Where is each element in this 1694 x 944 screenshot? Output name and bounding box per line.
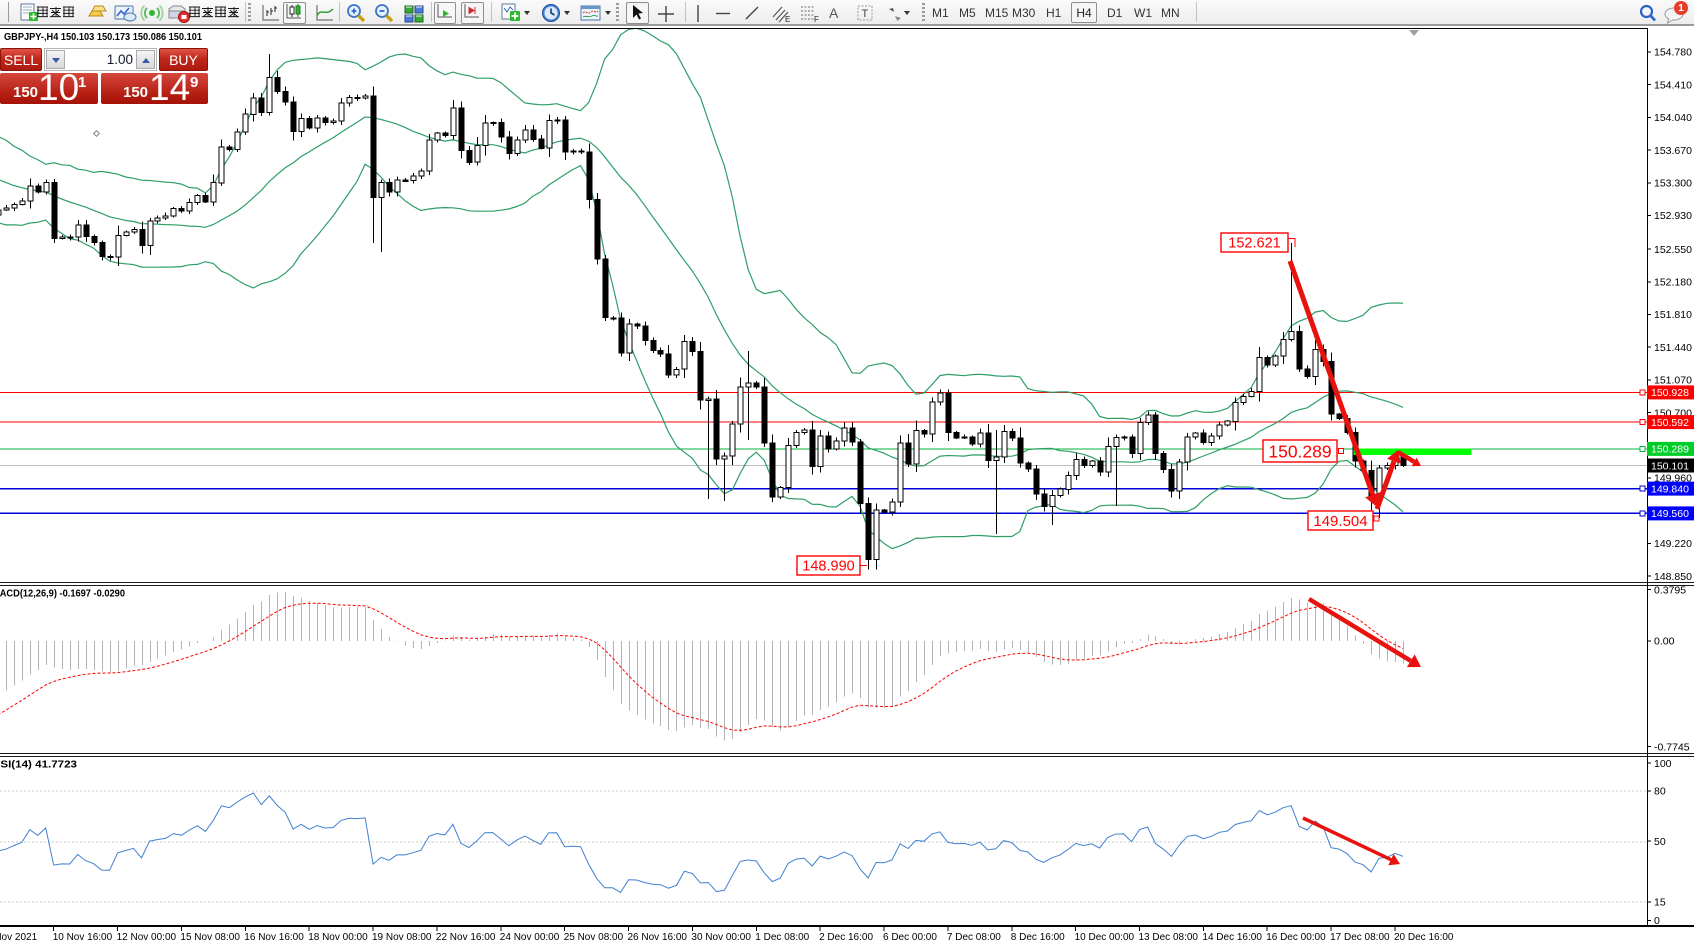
svg-text:148.850: 148.850 (1654, 571, 1692, 583)
svg-text:7 Dec 08:00: 7 Dec 08:00 (947, 932, 1001, 943)
svg-text:154.410: 154.410 (1654, 79, 1692, 91)
svg-text:13 Dec 08:00: 13 Dec 08:00 (1139, 932, 1199, 943)
svg-text:152.550: 152.550 (1654, 244, 1692, 256)
svg-text:16 Nov 16:00: 16 Nov 16:00 (244, 932, 304, 943)
svg-text:150.928: 150.928 (1651, 387, 1689, 399)
svg-text:30 Nov 00:00: 30 Nov 00:00 (691, 932, 751, 943)
svg-text:153.300: 153.300 (1654, 178, 1692, 190)
svg-text:17 Dec 08:00: 17 Dec 08:00 (1330, 932, 1390, 943)
svg-text:19 Nov 08:00: 19 Nov 08:00 (372, 932, 432, 943)
svg-text:80: 80 (1654, 786, 1666, 798)
svg-text:150.101: 150.101 (1651, 460, 1689, 472)
svg-text:0: 0 (1654, 915, 1660, 927)
svg-text:10 Dec 00:00: 10 Dec 00:00 (1075, 932, 1135, 943)
svg-text:0.3795: 0.3795 (1654, 584, 1686, 596)
svg-text:14 Dec 16:00: 14 Dec 16:00 (1202, 932, 1262, 943)
svg-text:10 Nov 16:00: 10 Nov 16:00 (53, 932, 113, 943)
svg-text:148.990: 148.990 (802, 559, 854, 575)
svg-text:12 Nov 00:00: 12 Nov 00:00 (117, 932, 177, 943)
svg-text:15 Nov 08:00: 15 Nov 08:00 (180, 932, 240, 943)
svg-text:15: 15 (1654, 897, 1666, 909)
svg-text:149.220: 149.220 (1654, 538, 1692, 550)
svg-text:151.810: 151.810 (1654, 309, 1692, 321)
svg-text:152.180: 152.180 (1654, 277, 1692, 289)
svg-text:153.670: 153.670 (1654, 145, 1692, 157)
svg-text:8 Dec 16:00: 8 Dec 16:00 (1011, 932, 1065, 943)
svg-text:100: 100 (1654, 758, 1672, 770)
svg-text:151.070: 151.070 (1654, 375, 1692, 387)
svg-text:22 Nov 16:00: 22 Nov 16:00 (436, 932, 496, 943)
svg-text:149.560: 149.560 (1651, 508, 1689, 520)
svg-text:2 Dec 16:00: 2 Dec 16:00 (819, 932, 873, 943)
svg-text:16 Dec 00:00: 16 Dec 00:00 (1266, 932, 1326, 943)
svg-text:24 Nov 00:00: 24 Nov 00:00 (500, 932, 560, 943)
svg-text:154.780: 154.780 (1654, 47, 1692, 59)
svg-text:149.504: 149.504 (1313, 513, 1367, 530)
svg-text:149.840: 149.840 (1651, 483, 1689, 495)
svg-text:50: 50 (1654, 836, 1666, 848)
svg-text:151.440: 151.440 (1654, 342, 1692, 354)
svg-text:1 Dec 08:00: 1 Dec 08:00 (755, 932, 809, 943)
svg-text:0.00: 0.00 (1654, 636, 1675, 648)
svg-text:154.040: 154.040 (1654, 112, 1692, 124)
svg-text:150.289: 150.289 (1651, 444, 1689, 456)
svg-text:150.289: 150.289 (1268, 441, 1331, 461)
svg-text:MACD(12,26,9) -0.1697 -0.0290: MACD(12,26,9) -0.1697 -0.0290 (0, 589, 125, 600)
svg-text:-0.7745: -0.7745 (1654, 741, 1690, 753)
svg-text:152.930: 152.930 (1654, 210, 1692, 222)
svg-text:E: E (785, 15, 790, 24)
svg-text:26 Nov 16:00: 26 Nov 16:00 (628, 932, 688, 943)
svg-text:20 Dec 16:00: 20 Dec 16:00 (1394, 932, 1454, 943)
svg-text:150.592: 150.592 (1651, 417, 1689, 429)
svg-text:6 Dec 00:00: 6 Dec 00:00 (883, 932, 937, 943)
svg-text:F: F (814, 15, 819, 24)
svg-text:18 Nov 00:00: 18 Nov 00:00 (308, 932, 368, 943)
svg-text:RSI(14) 41.7723: RSI(14) 41.7723 (0, 760, 77, 771)
svg-text:25 Nov 08:00: 25 Nov 08:00 (564, 932, 624, 943)
svg-text:T: T (862, 8, 869, 20)
svg-text:GBPJPY-,H4 150.103 150.173 15: GBPJPY-,H4 150.103 150.173 150.086 150.1… (4, 32, 202, 43)
svg-text:152.621: 152.621 (1228, 236, 1280, 252)
svg-text:9 Nov 2021: 9 Nov 2021 (0, 932, 38, 943)
